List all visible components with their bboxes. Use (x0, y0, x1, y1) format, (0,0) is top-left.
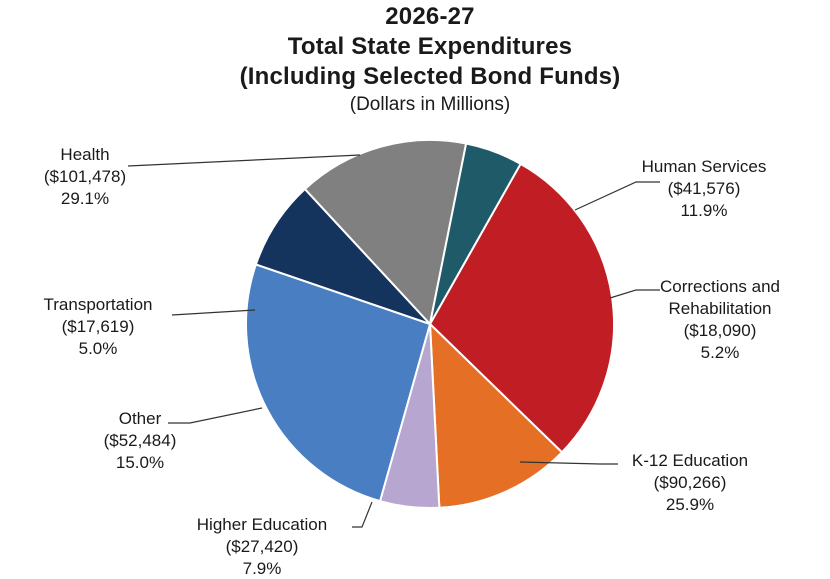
slice-label-k-12-education-percent: 25.9% (666, 495, 714, 514)
slice-label-other-label-0: Other (119, 409, 162, 428)
leader-line-human-services (574, 181, 660, 211)
slice-label-transportation-value: ($17,619) (62, 317, 135, 336)
slice-label-higher-education-percent: 7.9% (243, 559, 282, 578)
slice-label-human-services-value: ($41,576) (668, 179, 741, 198)
slice-label-health-label-0: Health (60, 145, 109, 164)
chart-title-line-1: 2026-27 (385, 3, 475, 30)
slice-label-health-value: ($101,478) (44, 167, 126, 186)
chart-subtitle: (Dollars in Millions) (349, 94, 511, 115)
slice-label-human-services-percent: 11.9% (681, 201, 728, 220)
slice-label-other-percent: 15.0% (116, 453, 164, 472)
chart-title-line-3: (Including Selected Bond Funds) (239, 63, 621, 90)
pie-slice-other (303, 139, 468, 327)
slice-label-corrections-and-rehabilitation-label-0: Corrections and (660, 277, 780, 296)
leader-lines (127, 154, 660, 528)
leader-line-k-12-education (519, 461, 618, 465)
pie-slice-k-12-education (245, 263, 432, 503)
slice-label-higher-education-value: ($27,420) (226, 537, 299, 556)
leader-line-transportation (171, 309, 256, 316)
slice-label-k-12-education-value: ($90,266) (654, 473, 727, 492)
slice-label-higher-education-label-0: Higher Education (197, 515, 327, 534)
slice-label-corrections-and-rehabilitation-label-1: Rehabilitation (668, 299, 771, 318)
slice-label-health-percent: 29.1% (61, 189, 109, 208)
chart-title-block: 2026-27 Total State Expenditures (Includ… (0, 2, 830, 117)
slice-label-corrections-and-rehabilitation-value: ($18,090) (684, 321, 757, 340)
slice-label-k-12-education-label-0: K-12 Education (632, 451, 748, 470)
leader-line-health (127, 154, 361, 167)
slice-label-human-services-label-0: Human Services (642, 157, 767, 176)
slice-label-other-value: ($52,484) (104, 431, 177, 450)
slice-label-transportation-percent: 5.0% (79, 339, 118, 358)
slice-label-transportation-label-0: Transportation (44, 295, 153, 314)
slice-label-corrections-and-rehabilitation-percent: 5.2% (701, 343, 740, 362)
pie-slice-transportation (429, 142, 522, 325)
chart-title-line-2: Total State Expenditures (287, 33, 573, 60)
pie-slices (245, 139, 615, 509)
leader-line-higher-education (352, 501, 373, 528)
pie-slice-higher-education (254, 187, 431, 325)
slice-labels: Health ($101,478) 29.1% Human Services ($41,… (44, 145, 781, 578)
leader-line-other (168, 407, 263, 424)
leader-line-corrections-and-rehabilitation (609, 289, 660, 299)
